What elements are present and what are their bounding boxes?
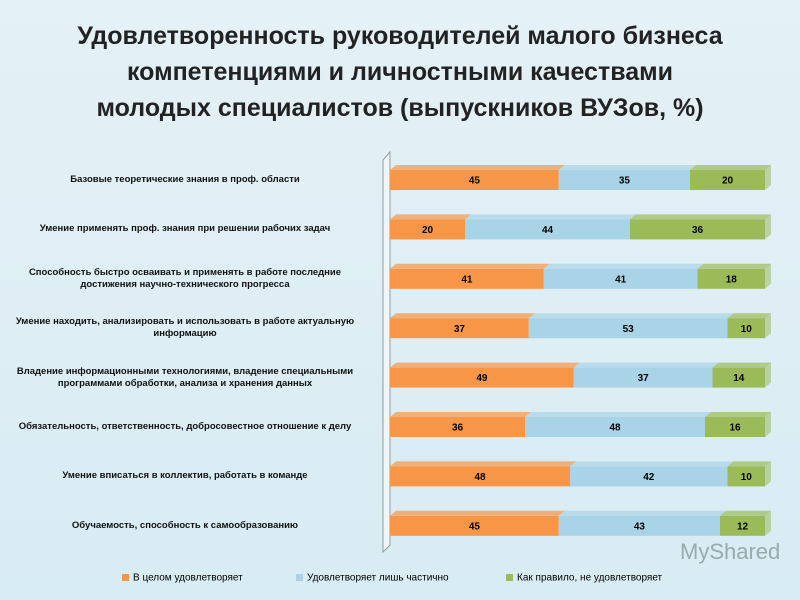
bar (390, 515, 559, 536)
category-label: Умение применять проф. знания при решени… (39, 223, 331, 235)
bar-side (765, 362, 771, 388)
bar-side (765, 313, 771, 339)
legend-swatch (506, 574, 513, 581)
bar-top (558, 165, 696, 170)
value-label: 10 (741, 324, 753, 335)
value-label: 45 (469, 176, 481, 187)
value-label: 35 (619, 176, 631, 187)
bar-side (765, 510, 771, 536)
bar-top (690, 165, 771, 170)
value-label: 48 (474, 472, 486, 483)
value-label: 12 (737, 521, 749, 532)
legend-label: Как правило, не удовлетворяет (517, 573, 663, 584)
category-label: Обучаемость, способность к самообразован… (71, 519, 299, 531)
value-label: 20 (422, 225, 434, 236)
bar (528, 318, 728, 339)
bar-top (528, 313, 734, 319)
value-label: 36 (692, 225, 704, 236)
value-label: 42 (643, 472, 655, 483)
bar (630, 219, 765, 240)
bar-top (712, 362, 771, 368)
bar-side (765, 214, 771, 240)
chart-title: Удовлетворенность руководителей малого б… (77, 22, 723, 122)
bar (390, 417, 525, 437)
bar-top (720, 510, 771, 516)
value-label: 41 (615, 274, 627, 285)
bar (390, 466, 570, 487)
bar-top (390, 263, 550, 269)
bar-top (390, 313, 535, 319)
bar-top (525, 412, 711, 417)
value-label: 41 (461, 274, 473, 285)
bar-top (390, 461, 576, 467)
bar (570, 466, 728, 487)
bar-top (727, 461, 771, 467)
value-label: 16 (729, 423, 741, 434)
value-label: 37 (638, 373, 650, 384)
bar (573, 367, 713, 388)
value-label: 43 (634, 521, 646, 532)
bar (390, 268, 544, 289)
bar-top (390, 362, 580, 368)
bar-side (765, 461, 771, 487)
legend-swatch (122, 574, 129, 581)
bar (712, 367, 765, 388)
bar-top (543, 263, 704, 269)
legend-swatch (296, 574, 303, 581)
bar (525, 417, 705, 437)
bar-top (390, 412, 531, 417)
watermark: MyShared (680, 539, 780, 564)
bar (543, 268, 698, 289)
bar-top (727, 313, 771, 319)
bar (558, 515, 720, 536)
bar-top (573, 362, 719, 368)
bar-top (558, 510, 726, 516)
category-label: Способность быстро осваивать и применять… (28, 266, 342, 290)
bar-top (697, 263, 771, 269)
legend-label: В целом удовлетворяет (133, 573, 243, 584)
bar (690, 170, 765, 190)
value-label: 36 (452, 423, 464, 434)
axis-wall (382, 150, 391, 554)
value-label: 45 (469, 521, 481, 532)
category-label: Умение находить, анализировать и использ… (15, 316, 355, 340)
bar (390, 318, 529, 339)
category-label: Обязательность, ответственность, добросо… (18, 421, 352, 432)
value-label: 20 (722, 176, 734, 187)
bar-top (630, 214, 771, 220)
legend-label: Удовлетворяет лишь частично (307, 573, 449, 584)
bar (727, 466, 765, 487)
bar (705, 417, 765, 437)
value-label: 18 (726, 274, 738, 285)
bar (390, 367, 574, 388)
bar-top (705, 412, 771, 417)
bar (558, 170, 690, 190)
value-label: 14 (733, 373, 745, 384)
bar (727, 318, 765, 339)
value-label: 49 (476, 373, 488, 384)
bar-side (765, 165, 771, 190)
value-label: 44 (542, 225, 554, 236)
value-label: 48 (609, 423, 621, 434)
bar-top (570, 461, 734, 467)
bar (390, 219, 465, 240)
bar-top (390, 510, 565, 516)
bar-side (765, 263, 771, 289)
category-label: Базовые теоретические знания в проф. обл… (70, 174, 300, 185)
category-label: Владение информационными технологиями, в… (16, 365, 354, 389)
bar (697, 268, 765, 289)
bar-top (390, 214, 471, 220)
bar (390, 170, 559, 190)
bar-side (765, 412, 771, 437)
value-label: 10 (741, 472, 753, 483)
value-label: 37 (454, 324, 466, 335)
category-label: Умение вписаться в коллектив, работать в… (62, 470, 308, 482)
bar (465, 219, 630, 240)
bar-top (390, 165, 565, 170)
bar-top (465, 214, 636, 220)
bar (720, 515, 765, 536)
value-label: 53 (623, 324, 635, 335)
